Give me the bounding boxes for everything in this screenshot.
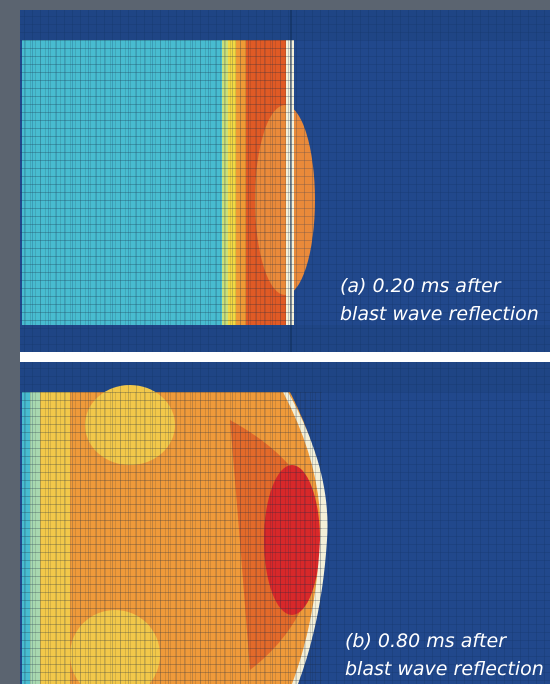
panel-a: (a) 0.20 ms after blast wave reflection (20, 10, 550, 352)
caption-line: blast wave reflection (340, 303, 539, 325)
separator (20, 352, 550, 362)
caption-line: (b) 0.80 ms after (345, 630, 507, 652)
panel-b: (b) 0.80 ms after blast wave reflection (20, 362, 550, 684)
figure: (a) 0.20 ms after blast wave reflection … (0, 0, 550, 684)
caption-line: (a) 0.20 ms after (340, 275, 502, 297)
page: (a) 0.20 ms after blast wave reflection … (0, 0, 550, 684)
caption-line: blast wave reflection (345, 658, 544, 680)
